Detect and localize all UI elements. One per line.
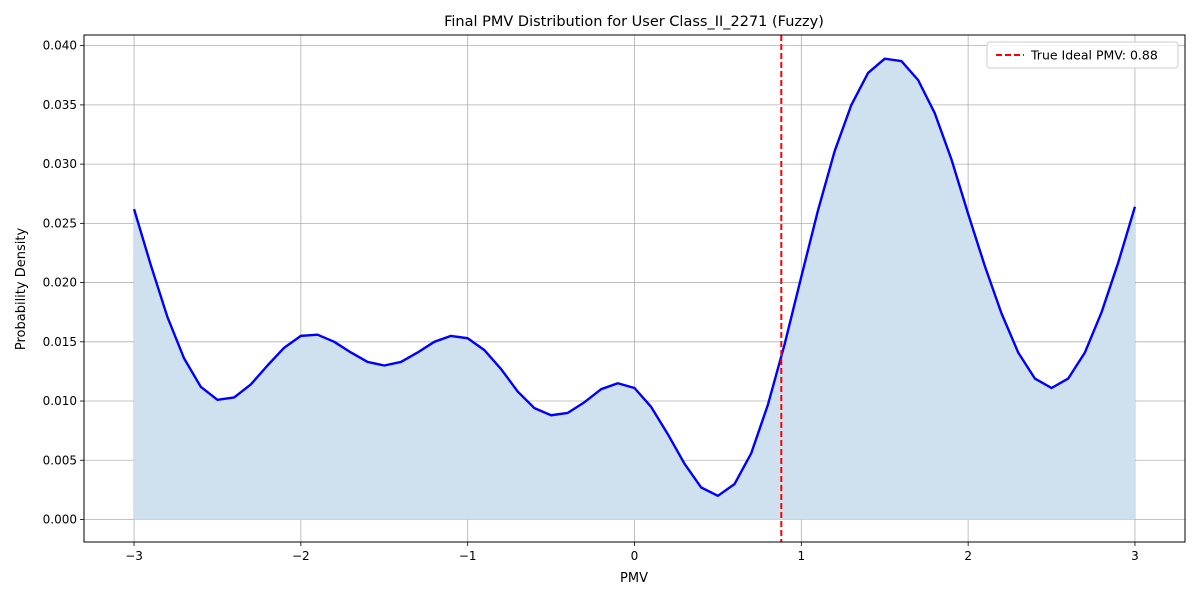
legend: True Ideal PMV: 0.88 [986, 41, 1179, 69]
y-axis-label: Probability Density [14, 228, 29, 351]
density-fill-area [134, 58, 1135, 520]
x-axis-ticks: −3 −2 −1 0 1 2 3 [125, 542, 1139, 563]
y-tick-label: 0.040 [43, 39, 77, 53]
y-tick-label: 0.020 [43, 276, 77, 290]
y-tick-label: 0.030 [43, 157, 77, 171]
y-axis-ticks: 0.000 0.005 0.010 0.015 0.020 0.025 0.030 0.035… [43, 39, 84, 526]
y-tick-label: 0.000 [43, 512, 77, 526]
y-tick-label: 0.010 [43, 394, 77, 408]
y-tick-label: 0.005 [43, 453, 77, 467]
y-tick-label: 0.025 [43, 216, 77, 230]
y-tick-label: 0.015 [43, 335, 77, 349]
x-tick-label: −3 [125, 549, 143, 563]
x-tick-label: 0 [631, 549, 639, 563]
legend-box [986, 41, 1179, 69]
x-axis-label: PMV [620, 571, 648, 586]
y-tick-label: 0.035 [43, 98, 77, 112]
density-line [132, 57, 1137, 497]
x-tick-label: −1 [459, 549, 477, 563]
x-tick-label: 2 [964, 549, 972, 563]
x-tick-label: 3 [1131, 549, 1139, 563]
chart-title: Final PMV Distribution for User Class_II… [444, 14, 824, 30]
legend-label: True Ideal PMV: 0.88 [1030, 48, 1158, 63]
x-tick-label: −2 [292, 549, 310, 563]
x-tick-label: 1 [797, 549, 805, 563]
